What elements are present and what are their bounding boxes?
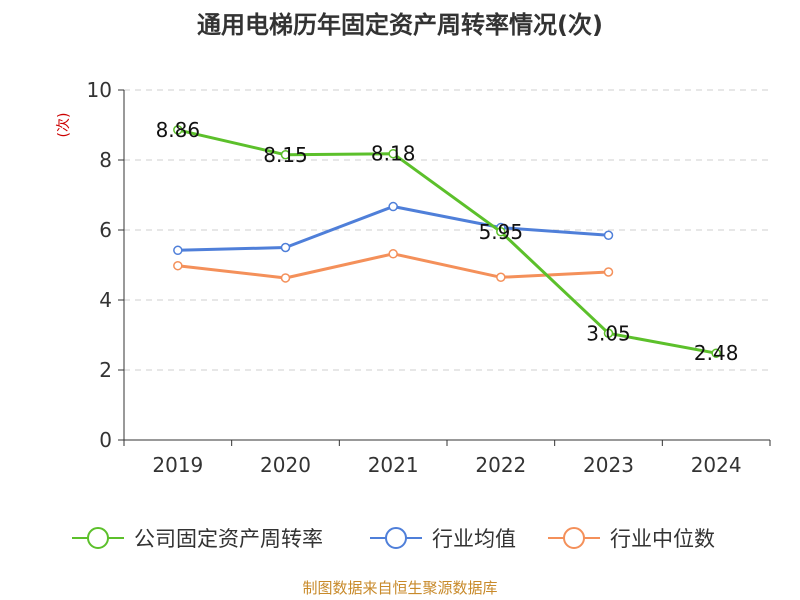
axes: 0 2 4 6 8 10 2019 2020 2021 2022 2023 2024: [87, 78, 771, 477]
data-point: [388, 249, 398, 259]
legend-marker: [87, 527, 109, 549]
y-axis-label: (次): [56, 113, 72, 138]
chart-title: 通用电梯历年固定资产周转率情况(次): [197, 11, 603, 39]
data-point: [603, 230, 614, 240]
data-point: [603, 328, 614, 338]
data-label: 8.15: [263, 143, 308, 167]
y-tick-label: 10: [87, 78, 112, 102]
x-tick-label: 2024: [691, 453, 742, 477]
legend-item-2: 行业中位数: [548, 527, 715, 551]
data-point: [173, 260, 183, 271]
legend-label: 公司固定资产周转率: [134, 527, 323, 551]
x-tick-label: 2023: [583, 453, 634, 477]
y-tick-label: 0: [99, 428, 112, 452]
series-line-1: [177, 205, 609, 252]
legend-marker: [385, 527, 407, 549]
data-point: [388, 201, 398, 212]
data-label: 8.86: [156, 118, 201, 142]
data-point: [496, 272, 506, 282]
y-tick-label: 6: [99, 218, 112, 242]
data-point: [603, 267, 614, 277]
data-labels: 8.86 8.15 8.18 5.95 3.05 2.48: [156, 118, 739, 365]
y-tick-label: 2: [99, 358, 112, 382]
x-tick-label: 2021: [368, 453, 419, 477]
data-point: [173, 125, 183, 135]
y-tick-label: 4: [99, 288, 112, 312]
data-label: 5.95: [479, 220, 524, 244]
series-line-0: [177, 128, 717, 355]
data-point: [280, 273, 291, 283]
x-tick-label: 2020: [260, 453, 311, 477]
y-tick-label: 8: [99, 148, 112, 172]
data-label: 2.48: [694, 341, 739, 365]
data-point: [173, 245, 183, 256]
data-label: 8.18: [371, 142, 416, 166]
legend-label: 行业中位数: [610, 527, 715, 551]
legend-marker: [563, 527, 585, 549]
legend-item-0: 公司固定资产周转率: [72, 527, 323, 551]
x-tick-label: 2022: [475, 453, 526, 477]
x-tick-label: 2019: [152, 453, 203, 477]
data-label: 3.05: [586, 321, 631, 345]
legend: 公司固定资产周转率 行业均值 行业中位数: [72, 527, 715, 551]
data-point: [711, 348, 721, 358]
legend-label: 行业均值: [432, 527, 516, 551]
source-note: 制图数据来自恒生聚源数据库: [302, 579, 497, 597]
series-group: [173, 125, 721, 358]
data-point: [388, 148, 398, 159]
grid: [124, 89, 770, 371]
legend-item-1: 行业均值: [370, 527, 516, 551]
data-point: [280, 150, 291, 160]
data-point: [280, 242, 291, 253]
data-point: [496, 227, 506, 237]
